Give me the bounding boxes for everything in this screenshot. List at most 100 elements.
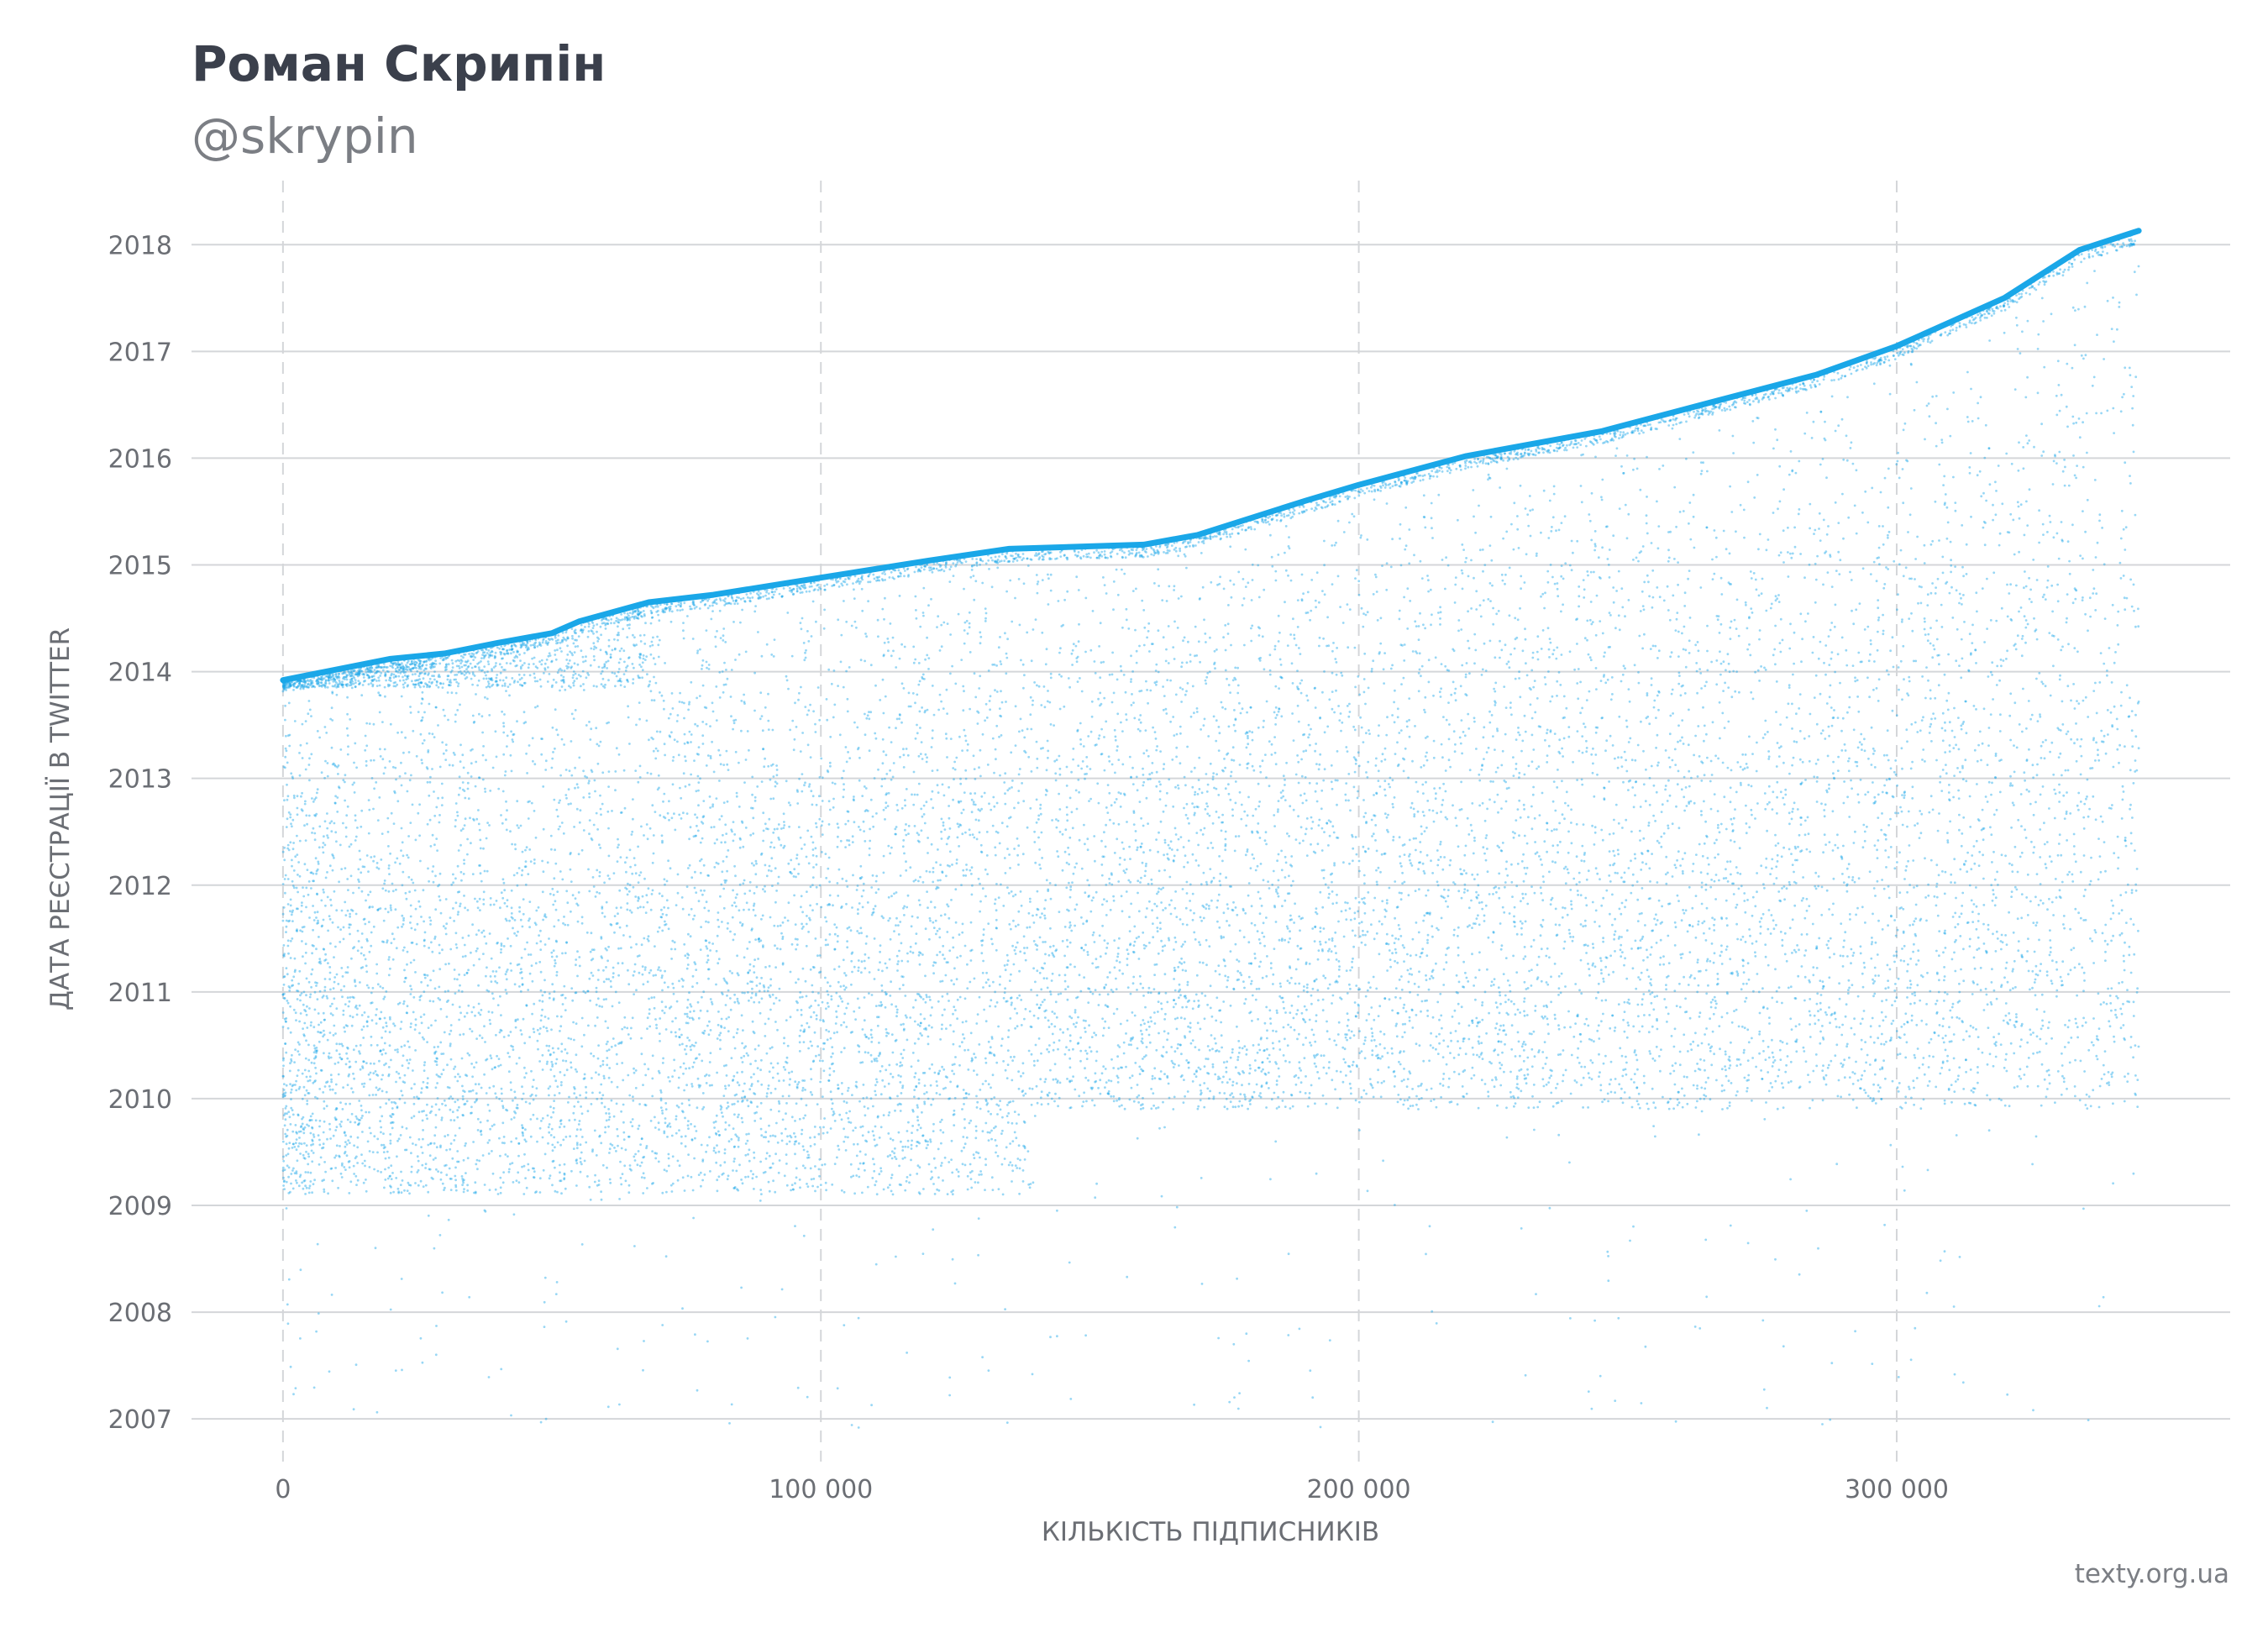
scatter-point: [980, 1173, 983, 1176]
scatter-point: [1909, 487, 1913, 490]
scatter-point: [2008, 592, 2011, 595]
scatter-point: [1379, 642, 1383, 645]
scatter-point: [1143, 874, 1147, 877]
scatter-point: [790, 942, 794, 946]
scatter-point: [738, 883, 742, 886]
scatter-point: [1705, 732, 1708, 736]
scatter-point: [1438, 786, 1441, 790]
scatter-point: [1898, 891, 1902, 894]
scatter-point: [1299, 653, 1302, 655]
scatter-point: [927, 837, 929, 839]
scatter-point: [1950, 585, 1953, 589]
scatter-point: [1499, 1084, 1503, 1087]
scatter-point: [403, 1081, 407, 1084]
scatter-point: [289, 841, 292, 844]
scatter-point: [298, 682, 301, 685]
scatter-point: [1171, 1062, 1174, 1064]
scatter-point: [1979, 396, 1982, 399]
scatter-point: [365, 970, 369, 974]
scatter-point: [311, 944, 314, 947]
scatter-point: [1897, 593, 1899, 596]
scatter-point: [375, 1410, 379, 1414]
scatter-point: [1341, 622, 1345, 624]
scatter-point: [1892, 665, 1895, 669]
scatter-point: [1943, 966, 1946, 969]
scatter-point: [1979, 966, 1982, 969]
scatter-point: [510, 1044, 512, 1047]
scatter-point: [1198, 598, 1201, 601]
scatter-point: [1602, 940, 1604, 943]
scatter-point: [1756, 973, 1759, 975]
scatter-point: [1815, 722, 1819, 726]
scatter-point: [661, 989, 664, 992]
scatter-point: [393, 1024, 396, 1027]
scatter-point: [1200, 1089, 1202, 1092]
scatter-point: [2098, 513, 2102, 517]
scatter-point: [731, 916, 734, 919]
scatter-point: [1641, 1003, 1644, 1006]
scatter-point: [1226, 903, 1229, 906]
scatter-point: [1856, 679, 1859, 682]
scatter-point: [2075, 476, 2078, 480]
scatter-point: [1662, 955, 1665, 958]
scatter-point: [726, 800, 729, 803]
scatter-point: [1010, 751, 1013, 754]
scatter-point: [1498, 1028, 1501, 1032]
scatter-point: [1135, 937, 1138, 940]
scatter-point: [495, 900, 498, 902]
scatter-point: [1769, 873, 1772, 875]
scatter-point: [1174, 1002, 1178, 1005]
scatter-point: [551, 726, 554, 729]
scatter-point: [885, 1032, 889, 1034]
scatter-point: [2048, 855, 2051, 858]
scatter-point: [1958, 1017, 1961, 1020]
scatter-point: [519, 646, 522, 649]
scatter-point: [378, 1059, 381, 1063]
scatter-point: [1740, 1025, 1744, 1028]
scatter-point: [1193, 1000, 1196, 1003]
scatter-point: [2049, 929, 2051, 932]
scatter-point: [1273, 648, 1277, 651]
scatter-point: [1011, 1180, 1013, 1183]
scatter-point: [1679, 953, 1683, 956]
scatter-point: [743, 1095, 747, 1098]
scatter-point: [1928, 1079, 1931, 1083]
scatter-point: [2100, 1078, 2103, 1080]
scatter-point: [738, 1163, 741, 1167]
scatter-point: [2074, 907, 2077, 911]
scatter-point: [1336, 1069, 1338, 1073]
scatter-point: [424, 667, 427, 670]
scatter-point: [516, 872, 519, 874]
scatter-point: [530, 801, 533, 805]
scatter-point: [678, 1129, 680, 1131]
scatter-point: [820, 757, 823, 760]
scatter-point: [1719, 944, 1723, 948]
scatter-point: [1499, 1002, 1502, 1005]
scatter-point: [785, 1184, 789, 1187]
scatter-point: [1578, 880, 1581, 884]
scatter-point: [835, 926, 838, 929]
scatter-point: [1525, 553, 1528, 556]
scatter-point: [601, 911, 604, 915]
scatter-point: [1635, 556, 1638, 559]
scatter-point: [1697, 649, 1700, 653]
scatter-point: [2076, 738, 2079, 741]
scatter-point: [300, 910, 303, 913]
scatter-point: [1908, 884, 1912, 886]
scatter-point: [1586, 638, 1588, 642]
scatter-point: [1994, 896, 1998, 900]
scatter-point: [427, 751, 430, 753]
scatter-point: [1273, 814, 1276, 816]
scatter-point: [2134, 513, 2137, 517]
scatter-point: [536, 645, 539, 648]
scatter-point: [1197, 843, 1200, 847]
scatter-point: [1903, 791, 1906, 795]
scatter-point: [1620, 465, 1623, 468]
scatter-point: [1203, 827, 1206, 830]
scatter-point: [1822, 518, 1825, 522]
scatter-point: [649, 1120, 653, 1122]
scatter-point: [1861, 567, 1865, 570]
scatter-point: [1478, 969, 1481, 972]
scatter-point: [853, 821, 856, 824]
scatter-point: [926, 995, 928, 999]
